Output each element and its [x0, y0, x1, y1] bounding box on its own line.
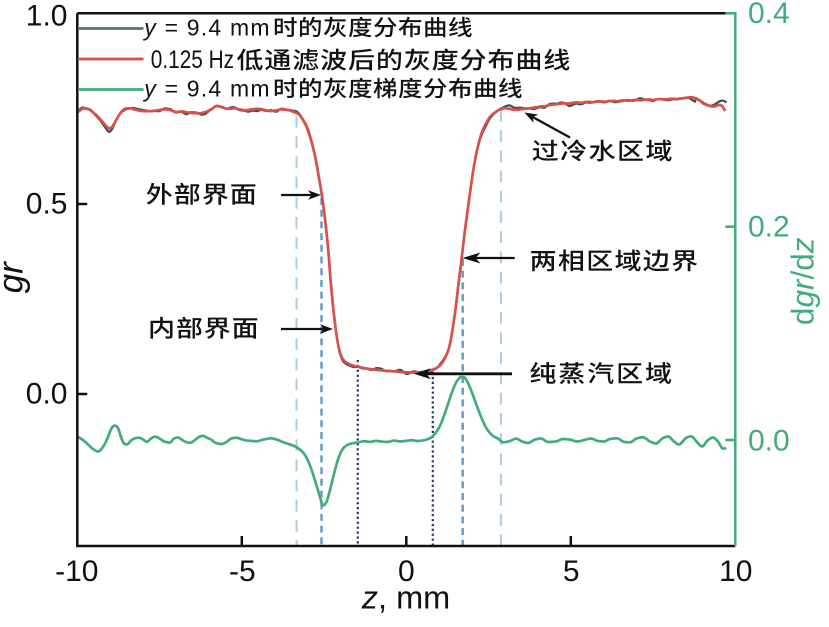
svg-text:gr: gr	[0, 261, 31, 293]
svg-text:-10: -10	[55, 555, 98, 588]
svg-text:0.2: 0.2	[748, 211, 790, 244]
svg-text:0.0: 0.0	[26, 377, 68, 410]
svg-text:dgr/dz: dgr/dz	[785, 237, 821, 325]
svg-text:y = 9.4 mm: y = 9.4 mm	[142, 76, 270, 102]
svg-text:-5: -5	[229, 555, 256, 588]
svg-text:10: 10	[719, 555, 752, 588]
svg-text:0: 0	[398, 555, 415, 588]
svg-text:5: 5	[563, 555, 580, 588]
svg-text:0.5: 0.5	[26, 187, 68, 220]
svg-text:1.0: 1.0	[26, 0, 68, 33]
svg-text:0.0: 0.0	[748, 425, 790, 458]
svg-text:0.4: 0.4	[748, 0, 790, 30]
svg-text:0.125 Hz: 0.125 Hz	[151, 45, 234, 73]
svg-text:z, mm: z, mm	[361, 580, 450, 616]
svg-text:y = 9.4 mm: y = 9.4 mm	[142, 15, 270, 41]
